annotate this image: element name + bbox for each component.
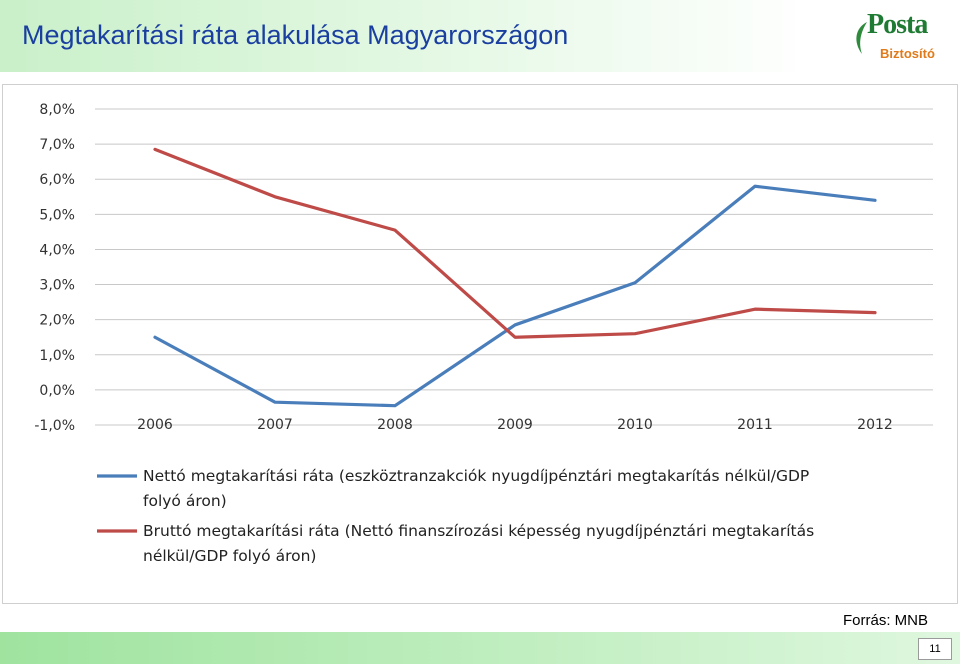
x-tick-label: 2010 [617, 417, 653, 433]
y-tick-label: 8,0% [39, 102, 75, 118]
page-number: 11 [918, 638, 952, 660]
y-tick-label: 2,0% [39, 313, 75, 329]
y-tick-label: -1,0% [34, 418, 75, 434]
y-tick-label: 3,0% [39, 278, 75, 294]
x-tick-label: 2008 [377, 417, 413, 433]
logo-subtitle: Biztosító [880, 46, 935, 61]
logo-name: Posta [867, 9, 928, 40]
x-tick-label: 2006 [137, 417, 173, 433]
y-tick-label: 5,0% [39, 207, 75, 223]
series-line-brutto [153, 147, 877, 339]
legend-label: Nettó megtakarítási ráta (eszköztranzakc… [143, 467, 809, 485]
y-tick-label: 7,0% [39, 137, 75, 153]
header-bar: Megtakarítási ráta alakulása Magyarorszá… [0, 0, 960, 72]
y-tick-label: 6,0% [39, 172, 75, 188]
y-tick-label: 1,0% [39, 348, 75, 364]
line-chart: 8,0% 7,0% 6,0% 5,0% 4,0% 3,0% 2,0% 1,0% 0,0% -1,0… [34, 102, 933, 565]
legend-label: nélkül/GDP folyó áron) [143, 547, 316, 565]
x-tick-label: 2012 [857, 417, 893, 433]
x-tick-label: 2009 [497, 417, 533, 433]
y-tick-label: 4,0% [39, 242, 75, 258]
footer-bar [0, 632, 960, 664]
series-line-netto [153, 184, 877, 408]
source-note: Forrás: MNB [843, 612, 929, 629]
y-tick-label: 0,0% [39, 383, 75, 399]
company-logo: Posta Biztosító [850, 6, 950, 68]
x-tick-label: 2011 [737, 417, 773, 433]
page-title: Megtakarítási ráta alakulása Magyarorszá… [22, 20, 569, 50]
leaf-icon [856, 22, 867, 54]
legend-label: Bruttó megtakarítási ráta (Nettó finansz… [143, 522, 814, 540]
x-tick-label: 2007 [257, 417, 293, 433]
chart-panel: 8,0% 7,0% 6,0% 5,0% 4,0% 3,0% 2,0% 1,0% 0,0% -1,0… [2, 84, 958, 604]
legend-label: folyó áron) [143, 492, 227, 510]
